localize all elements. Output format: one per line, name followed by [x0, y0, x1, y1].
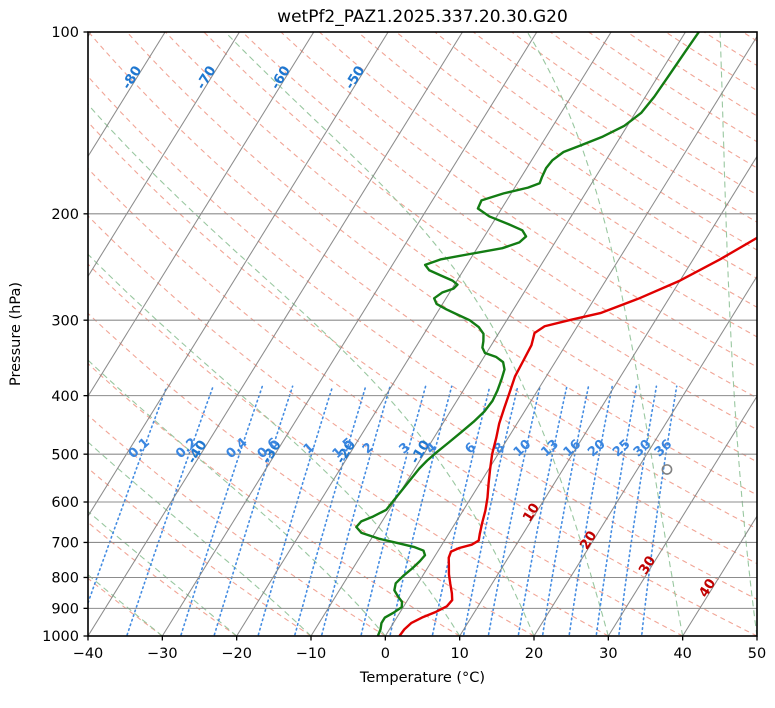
dry-adiabat-line — [88, 75, 757, 565]
plot-frame — [87, 31, 758, 637]
moist-adiabat-line — [224, 32, 609, 636]
x-tick-label: −30 — [147, 646, 178, 662]
dry-adiabat-line — [88, 215, 683, 636]
dry-adiabat-line — [549, 32, 757, 169]
mixing-ratio-line — [595, 385, 638, 636]
isotherm-line — [88, 32, 166, 158]
dry-adiabat-line — [88, 635, 89, 636]
mixing-ratio-line — [125, 385, 214, 636]
mixing-ratio-line — [257, 385, 334, 636]
mixing-ratio-line — [462, 385, 519, 636]
axes-layer: −40 −30 −20 −10 0 10 20 30 40 50 100 200 300 400 500 60… — [42, 25, 766, 662]
moist-adiabat-line — [88, 253, 461, 636]
dry-adiabat-line — [126, 32, 757, 496]
isotherm-line — [236, 32, 612, 636]
dry-adiabat-line — [357, 32, 757, 308]
mixing-ratio-line — [360, 385, 427, 636]
dry-adiabat-line — [203, 32, 757, 431]
y-tick-label: 300 — [51, 313, 79, 329]
mixing-ratio-line — [179, 385, 264, 636]
x-tick-label: −10 — [296, 646, 327, 662]
dry-adiabat-line — [88, 521, 238, 636]
x-tick-label: 10 — [450, 646, 468, 662]
dry-adiabat-line — [88, 467, 312, 636]
dry-adiabat-line — [280, 32, 757, 368]
y-tick-label: 700 — [51, 536, 79, 552]
isotherm-line — [161, 32, 538, 636]
lcl-marker — [661, 464, 673, 475]
x-tick-label: −20 — [221, 646, 252, 662]
y-tick-label: 100 — [51, 25, 79, 41]
moist-adiabat-line — [88, 573, 163, 636]
x-tick-label: 30 — [599, 646, 617, 662]
isotherm-line — [88, 32, 240, 278]
mixing-ratio-line — [640, 385, 678, 636]
mixing-ratio-line — [568, 385, 613, 636]
y-axis-label: Pressure (hPa) — [8, 282, 24, 386]
y-tick-label: 800 — [51, 571, 79, 587]
mixing-ratio-line — [541, 385, 590, 636]
grid-layer — [88, 32, 757, 636]
series-dewpoint-line — [355, 32, 701, 636]
moist-adiabat-line — [526, 32, 684, 636]
isotherm-line — [756, 635, 757, 636]
dry-adiabat-line — [511, 32, 757, 196]
moist-adiabat-line — [88, 441, 312, 636]
plot-background — [88, 32, 757, 636]
dry-adiabat-line — [165, 32, 757, 463]
isotherm-line — [88, 32, 463, 636]
isotherm-line — [682, 515, 757, 636]
x-tick-label: 40 — [673, 646, 691, 662]
dry-adiabat-line — [88, 312, 535, 636]
moist-adiabat-line — [88, 103, 535, 636]
x-tick-label: 50 — [748, 646, 766, 662]
isotherm-line — [310, 32, 686, 636]
mixing-ratio-line — [293, 385, 367, 636]
dry-adiabat-line — [88, 32, 757, 530]
y-tick-label: 1000 — [42, 629, 79, 645]
mixing-ratio-line — [320, 385, 391, 636]
y-tick-label: 200 — [51, 207, 79, 223]
isotherm-line — [88, 32, 315, 398]
mixing-ratio-line — [431, 385, 491, 636]
dry-adiabat-line — [88, 414, 386, 636]
mixing-ratio-line — [389, 385, 453, 636]
isotherm-line — [607, 395, 757, 636]
dry-adiabat-line — [88, 263, 609, 636]
mixing-ratio-line — [213, 385, 294, 636]
isotherm-line — [88, 32, 389, 518]
dry-adiabat-line — [88, 362, 460, 636]
x-tick-label: −40 — [73, 646, 104, 662]
y-tick-label: 900 — [51, 602, 79, 618]
data-layer — [355, 32, 757, 636]
mixing-ratio-line — [517, 385, 568, 636]
series-temperature-line — [398, 236, 757, 636]
isotherm-line — [533, 275, 757, 636]
x-axis-label: Temperature (°C) — [359, 670, 485, 686]
chart-title: wetPf2_PAZ1.2025.337.20.30.G20 — [277, 7, 568, 27]
y-tick-label: 600 — [51, 495, 79, 511]
moist-adiabat-line — [719, 32, 757, 636]
x-tick-label: 0 — [381, 646, 390, 662]
isotherm-line — [384, 35, 757, 636]
y-tick-label: 400 — [51, 389, 79, 405]
y-tick-label: 500 — [51, 447, 79, 463]
mixing-ratio-line — [617, 385, 658, 636]
isotherm-line — [459, 155, 757, 636]
mixing-ratio-line — [487, 385, 541, 636]
x-tick-label: 20 — [525, 646, 543, 662]
